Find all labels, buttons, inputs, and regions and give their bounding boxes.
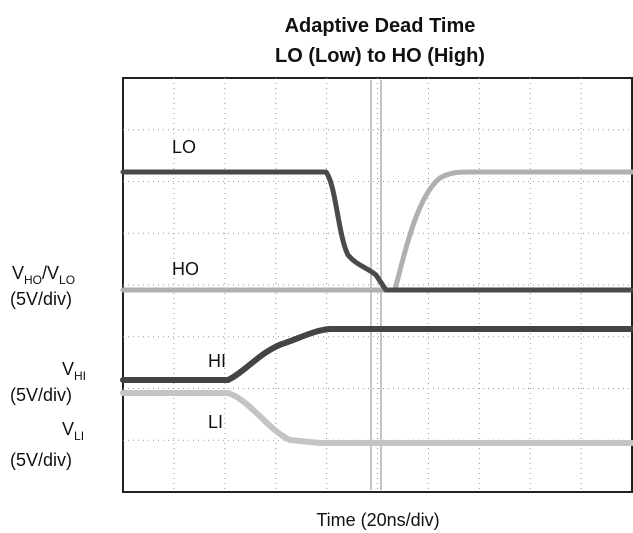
label-sub: HO bbox=[24, 273, 42, 287]
plot-frame bbox=[122, 77, 633, 493]
ho-trace bbox=[120, 169, 633, 293]
axis-scale: (5V/div) bbox=[10, 385, 72, 405]
axis-label: VLI bbox=[62, 419, 84, 443]
trace-label: HI bbox=[208, 351, 226, 371]
label-part: V bbox=[62, 419, 74, 439]
axis-label: VHO/VLO bbox=[12, 263, 75, 287]
x-axis-label: Time (20ns/div) bbox=[316, 510, 439, 530]
trace-label: LI bbox=[208, 412, 223, 432]
axis-label: VHI bbox=[62, 359, 86, 383]
trace-label: HO bbox=[172, 259, 199, 279]
lo-trace bbox=[120, 169, 633, 293]
title-line: LO (Low) to HO (High) bbox=[275, 45, 485, 67]
grid bbox=[123, 78, 632, 492]
trace-label: LO bbox=[172, 137, 196, 157]
label-part: V bbox=[62, 359, 74, 379]
hi-trace bbox=[120, 326, 633, 383]
axis-scale: (5V/div) bbox=[10, 289, 72, 309]
label-sub: LO bbox=[59, 273, 75, 287]
label-part: /V bbox=[42, 263, 59, 283]
li-trace bbox=[120, 390, 633, 446]
label-sub: LI bbox=[74, 429, 84, 443]
label-part: V bbox=[12, 263, 24, 283]
title-line: Adaptive Dead Time bbox=[285, 15, 476, 37]
label-sub: HI bbox=[74, 369, 86, 383]
axis-scale: (5V/div) bbox=[10, 450, 72, 470]
